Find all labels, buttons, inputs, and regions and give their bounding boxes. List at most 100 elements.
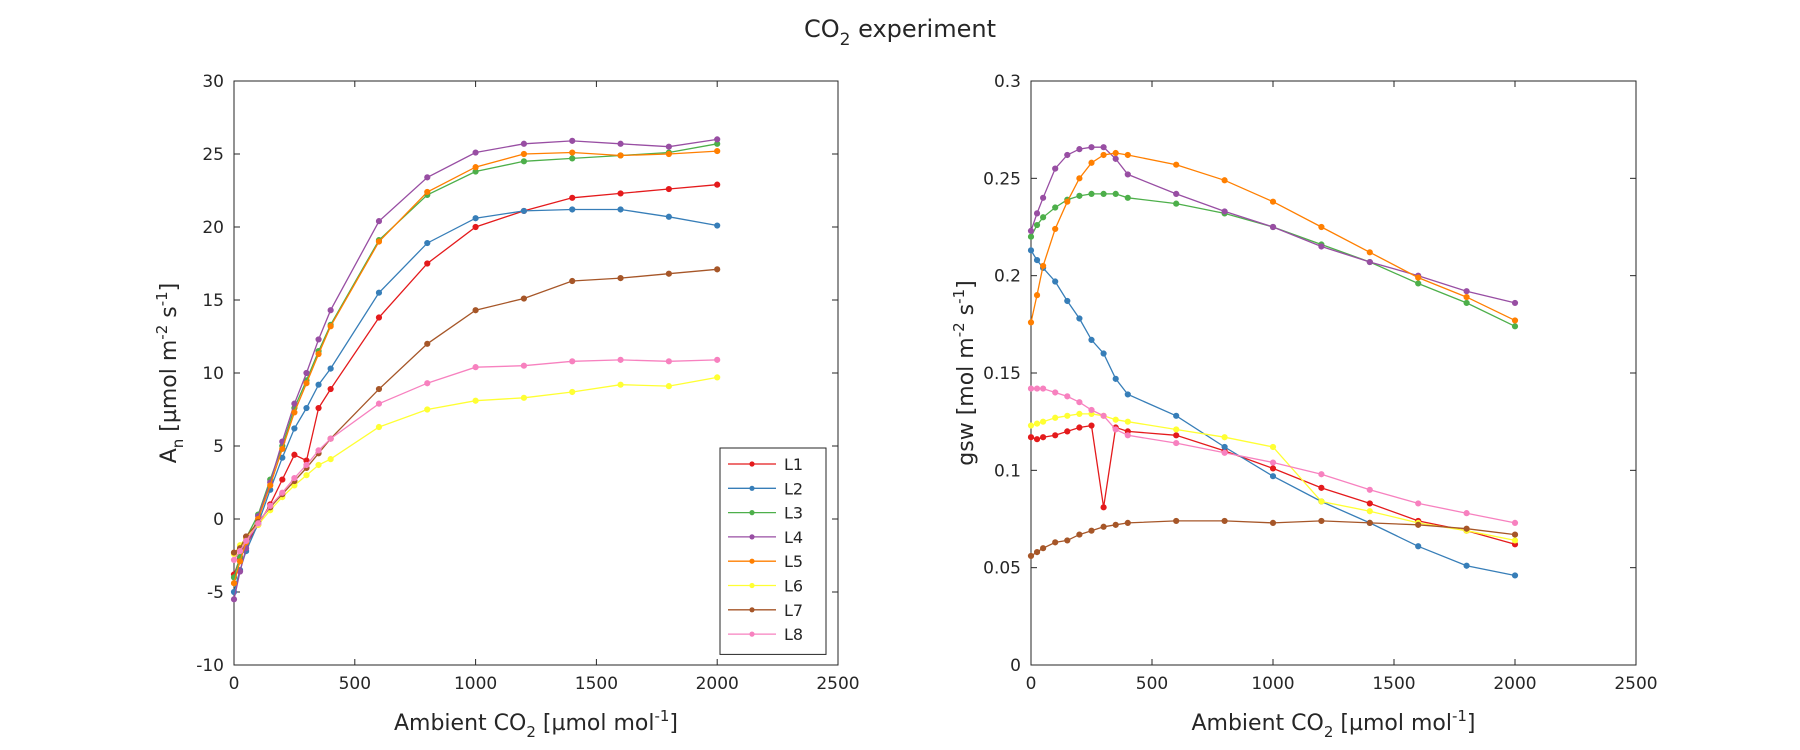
data-point bbox=[1088, 159, 1095, 166]
data-point bbox=[472, 364, 479, 371]
data-point bbox=[1124, 151, 1131, 159]
data-point bbox=[714, 222, 721, 229]
data-point bbox=[665, 358, 672, 365]
x-tick-label: 2500 bbox=[1614, 674, 1657, 694]
axis-label-part: -2 bbox=[950, 322, 968, 337]
data-point bbox=[303, 404, 310, 412]
y-tick-label: 0.15 bbox=[983, 364, 1021, 384]
x-axis-label: Ambient CO2 [µmol mol-1] bbox=[1191, 707, 1475, 741]
y-tick-label: 0.25 bbox=[983, 169, 1021, 189]
data-point bbox=[665, 143, 672, 150]
series-L4 bbox=[1027, 144, 1519, 307]
data-point bbox=[1033, 548, 1041, 556]
data-point bbox=[424, 380, 431, 387]
data-point bbox=[1052, 539, 1059, 546]
y-tick-label: 0.05 bbox=[983, 559, 1021, 579]
data-point bbox=[569, 206, 576, 213]
axis-label-part: gsw [mol m bbox=[954, 337, 979, 465]
y-tick-label: 0 bbox=[213, 510, 224, 530]
data-point bbox=[714, 136, 721, 143]
data-point bbox=[1033, 420, 1041, 427]
data-point bbox=[569, 149, 576, 156]
axis-label-part: Ambient CO bbox=[1191, 711, 1323, 736]
data-point bbox=[520, 295, 528, 302]
data-point bbox=[1511, 299, 1519, 307]
data-point bbox=[242, 537, 250, 545]
data-point bbox=[375, 289, 383, 296]
x-axis-label: Ambient CO2 [µmol mol-1] bbox=[394, 707, 678, 741]
data-point bbox=[1463, 562, 1470, 569]
legend-swatch-marker bbox=[749, 461, 755, 467]
axis-label-part: s bbox=[157, 306, 182, 324]
data-point bbox=[424, 406, 431, 413]
data-point bbox=[1415, 543, 1422, 550]
data-point bbox=[472, 164, 479, 171]
chart-gsw: 0 500 1000 1500 2000 2500 0 0.05 0.1 0.15 0.2 0.25 0… bbox=[950, 72, 1658, 741]
legend-swatch-marker bbox=[749, 582, 755, 589]
data-point bbox=[1318, 243, 1325, 250]
data-point bbox=[424, 260, 431, 267]
data-point bbox=[375, 385, 383, 393]
axis-label-part: ] bbox=[669, 711, 678, 736]
data-point bbox=[617, 381, 624, 388]
data-point bbox=[569, 155, 576, 162]
data-point bbox=[569, 358, 576, 365]
data-point bbox=[1511, 323, 1519, 330]
series-L7 bbox=[1027, 517, 1519, 560]
data-point bbox=[1173, 412, 1180, 419]
data-point bbox=[1221, 208, 1228, 215]
data-point bbox=[1511, 519, 1519, 526]
data-point bbox=[303, 369, 310, 377]
y-tick-label: 0.2 bbox=[994, 267, 1021, 287]
data-point bbox=[1076, 399, 1083, 406]
legend-swatch-marker bbox=[749, 534, 755, 540]
data-point bbox=[303, 472, 310, 479]
data-point bbox=[424, 188, 431, 196]
data-point bbox=[1124, 391, 1131, 398]
data-point bbox=[267, 482, 274, 489]
data-point bbox=[1173, 200, 1180, 207]
data-point bbox=[1269, 519, 1277, 526]
y-tick-label: 30 bbox=[202, 72, 224, 92]
series-line-L4 bbox=[1030, 146, 1516, 304]
x-tick-label: 1500 bbox=[575, 674, 618, 694]
data-point bbox=[1318, 484, 1325, 491]
data-point bbox=[1033, 221, 1041, 229]
data-point bbox=[472, 215, 479, 222]
data-point bbox=[1112, 155, 1119, 162]
data-point bbox=[1366, 500, 1373, 507]
data-point bbox=[315, 404, 322, 412]
data-point bbox=[1040, 545, 1047, 552]
data-point bbox=[1027, 233, 1035, 240]
data-point bbox=[1511, 317, 1519, 324]
data-point bbox=[1269, 198, 1277, 205]
data-point bbox=[1076, 192, 1083, 199]
data-point bbox=[1052, 278, 1059, 285]
data-point bbox=[472, 307, 479, 314]
data-point bbox=[1033, 436, 1041, 443]
data-point bbox=[617, 356, 624, 363]
data-point bbox=[1100, 523, 1107, 530]
data-point bbox=[1088, 527, 1095, 534]
data-point bbox=[617, 190, 624, 197]
data-point bbox=[1112, 149, 1119, 157]
data-point bbox=[1511, 572, 1519, 579]
data-point bbox=[1415, 500, 1422, 507]
data-point bbox=[1269, 459, 1277, 466]
data-point bbox=[1100, 412, 1107, 419]
data-point bbox=[424, 239, 431, 247]
data-point bbox=[1173, 161, 1180, 168]
legend-label-L7: L7 bbox=[784, 601, 803, 620]
legend-swatch-marker bbox=[749, 607, 755, 613]
data-point bbox=[1040, 385, 1047, 392]
data-point bbox=[375, 218, 383, 225]
data-point bbox=[279, 476, 286, 483]
data-point bbox=[1463, 299, 1470, 307]
series-line-L2 bbox=[233, 208, 718, 593]
data-point bbox=[617, 275, 624, 282]
data-point bbox=[472, 149, 479, 156]
legend-label-L5: L5 bbox=[784, 552, 803, 571]
data-point bbox=[1463, 525, 1470, 532]
data-point bbox=[1052, 165, 1059, 172]
data-point bbox=[1173, 426, 1180, 433]
